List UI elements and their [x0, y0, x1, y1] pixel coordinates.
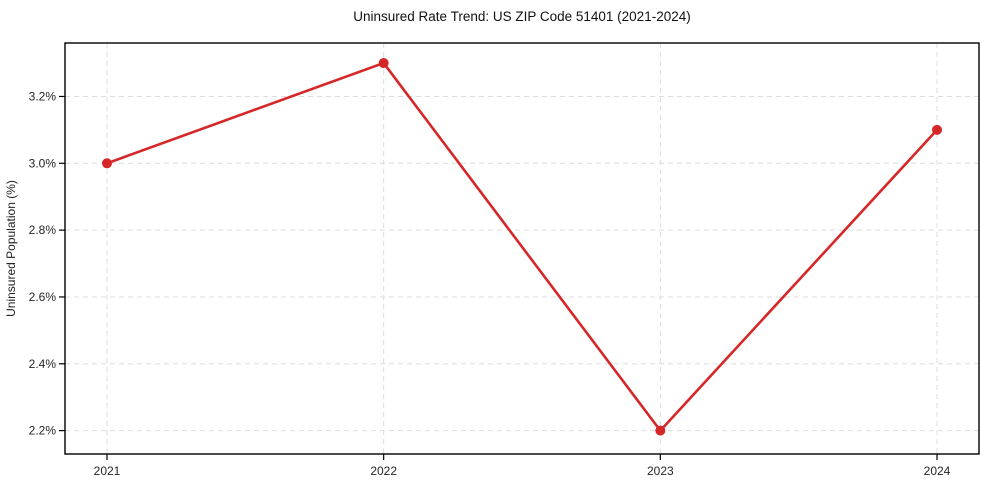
data-series: [102, 58, 942, 436]
data-point-marker: [378, 58, 389, 69]
y-tick-label: 2.2%: [29, 424, 57, 438]
data-point-marker: [655, 425, 666, 436]
x-tick-label: 2024: [924, 464, 951, 478]
x-tick-label: 2023: [647, 464, 674, 478]
x-tick-label: 2021: [94, 464, 121, 478]
data-point-marker: [102, 158, 112, 169]
data-point-marker: [932, 124, 942, 135]
y-tick-label: 2.4%: [29, 357, 57, 371]
y-tick-label: 2.8%: [29, 223, 57, 237]
y-tick-label: 3.2%: [29, 89, 57, 103]
y-tick-label: 3.0%: [29, 156, 57, 170]
chart-title: Uninsured Rate Trend: US ZIP Code 51401 …: [353, 9, 690, 24]
axis-ticks: 2.2% 2.4% 2.6% 2.8% 3.0% 3.2% 2021 2022 2023 2024: [29, 89, 951, 478]
plot-border: [64, 42, 980, 455]
x-tick-label: 2022: [370, 464, 397, 478]
trend-line: [105, 61, 939, 432]
gridlines: [65, 43, 979, 454]
y-tick-label: 2.6%: [29, 290, 57, 304]
y-axis-label: Uninsured Population (%): [4, 180, 18, 317]
